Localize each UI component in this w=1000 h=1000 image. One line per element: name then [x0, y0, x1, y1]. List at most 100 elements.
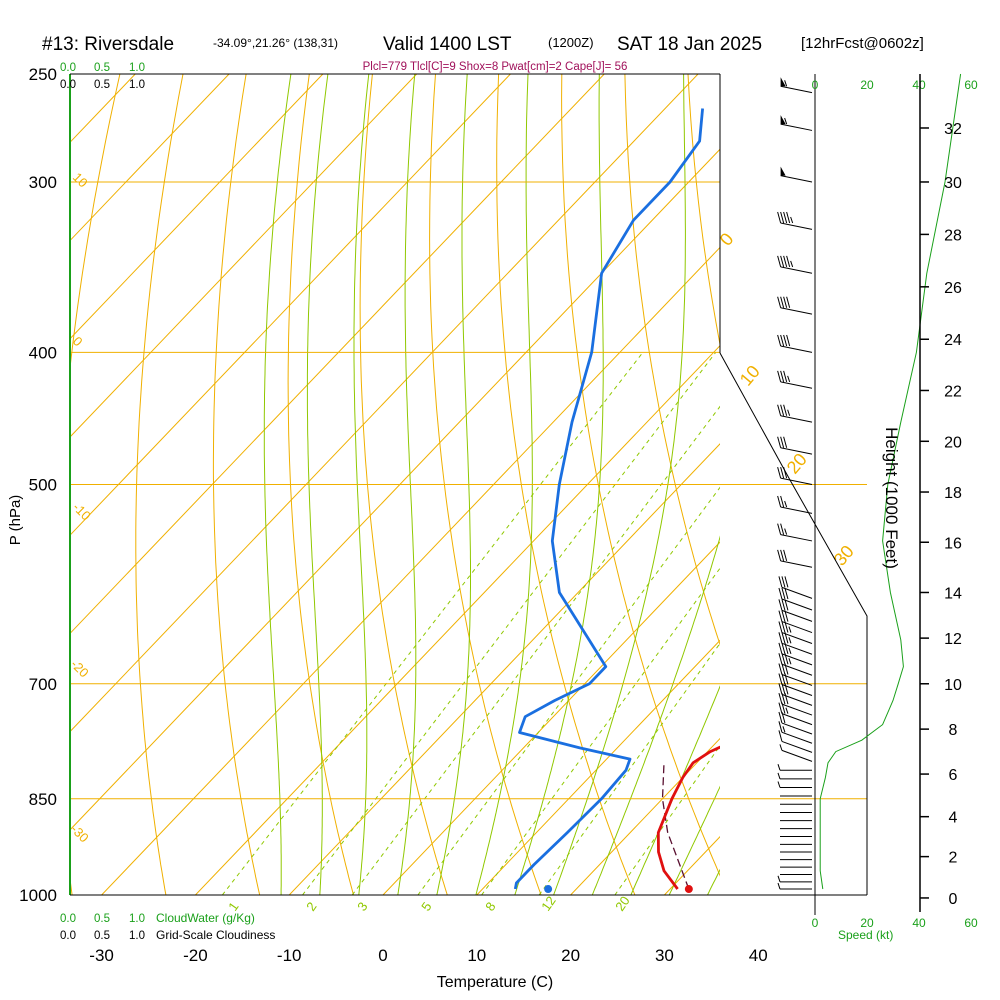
cloud-bottom-green-2: 1.0 — [129, 913, 145, 925]
wind-barb — [778, 610, 813, 634]
moist-adiabat — [475, 74, 533, 895]
wind-barb — [777, 495, 813, 514]
dry-adiabat — [624, 74, 720, 646]
y-axis-label: P (hPa) — [7, 495, 24, 546]
dry-adiabat — [135, 74, 184, 895]
mixing-ratio-line — [538, 642, 720, 895]
wind-barb — [777, 467, 813, 485]
speed-axis-label: Speed (kt) — [838, 928, 893, 942]
cloud-bottom-green-0: 0.0 — [60, 913, 76, 925]
wind-barb — [777, 296, 813, 315]
cloud-top-black-2: 1.0 — [129, 79, 145, 91]
cloud-bottom-black-1: 0.5 — [94, 930, 110, 942]
zulu-time: (1200Z) — [548, 35, 594, 50]
wind-barb — [779, 744, 813, 762]
speed-tick-label: 60 — [964, 916, 978, 930]
speed-tick-label: 20 — [860, 78, 874, 92]
temperature-tick-label: 40 — [749, 946, 768, 965]
wind-barb — [777, 772, 812, 780]
height-tick-label: 14 — [944, 585, 962, 602]
moist-adiabat — [306, 74, 329, 895]
pressure-tick-label: 1000 — [19, 886, 57, 905]
isotherm-label: -20 — [68, 657, 92, 681]
pressure-tick-label: 700 — [29, 675, 57, 694]
mixing-ratio-label: 5 — [418, 899, 434, 914]
speed-tick-label: 20 — [860, 916, 874, 930]
station-title: #13: Riversdale — [42, 34, 174, 55]
mixing-ratio-label: 8 — [482, 899, 498, 914]
height-tick-label: 18 — [944, 485, 962, 502]
isotherm-label: -10 — [70, 500, 94, 524]
thermo-grid — [70, 50, 1000, 924]
height-tick-label: 12 — [944, 631, 962, 648]
wind-barb — [777, 549, 813, 568]
wind-barb — [777, 882, 812, 890]
wind-barb — [777, 436, 813, 455]
temperature-tick-label: -30 — [89, 946, 114, 965]
height-tick-label: 24 — [944, 332, 962, 349]
pressure-tick-label: 850 — [29, 790, 57, 809]
temperature-tick-label: -10 — [277, 946, 302, 965]
isotherm-label: 30 — [830, 541, 858, 569]
wind-barb — [777, 334, 813, 353]
height-tick-label: 28 — [944, 227, 962, 244]
cloud-scale-bottom: 0.0 0.5 1.0 CloudWater (g/Kg) 0.0 0.5 1.… — [60, 911, 275, 942]
temperature-tick-label: -20 — [183, 946, 208, 965]
wind-barb — [777, 523, 813, 542]
dry-adiabat — [70, 74, 121, 895]
wind-barb — [780, 166, 813, 183]
wind-barb — [778, 587, 813, 611]
cloud-top-green-2: 1.0 — [129, 62, 145, 74]
wind-barb — [777, 255, 813, 274]
pressure-tick-label: 250 — [29, 65, 57, 84]
height-tick-label: 26 — [944, 280, 962, 297]
mixing-ratio-line — [221, 352, 644, 895]
mixing-ratio-line — [481, 567, 720, 895]
dry-adiabat — [749, 50, 1000, 924]
moist-adiabat — [591, 535, 720, 895]
isotherm-label: 10 — [70, 170, 91, 191]
temperature-tick-label: 0 — [378, 946, 387, 965]
temperature-tick-label: 10 — [467, 946, 486, 965]
isotherm-label: -30 — [68, 822, 92, 846]
isobars — [70, 73, 867, 896]
wind-barbs — [777, 77, 813, 890]
dry-adiabat — [212, 74, 261, 895]
valid-date: SAT 18 Jan 2025 — [617, 34, 762, 55]
isotherm-line — [70, 74, 324, 340]
speed-tick-label: 0 — [812, 916, 819, 930]
wind-panel — [719, 74, 868, 915]
temperature-tick-label: 30 — [655, 946, 674, 965]
mixing-ratio-label: 20 — [612, 893, 633, 913]
dry-adiabat — [561, 74, 720, 877]
dry-adiabat — [429, 74, 542, 895]
wind-barb — [778, 702, 813, 726]
cloud-bottom-black-2: 1.0 — [129, 930, 145, 942]
wind-barb — [778, 632, 813, 655]
isotherm-label: 0 — [716, 229, 738, 250]
moist-adiabat — [397, 74, 417, 895]
mixing-ratio-label: 12 — [538, 893, 559, 913]
isotherm-line — [382, 541, 720, 895]
wind-barb — [778, 599, 813, 622]
height-tick-label: 8 — [949, 722, 958, 739]
surface-temperature-dot — [684, 885, 693, 894]
mixing-ratio-line — [302, 352, 717, 895]
wind-barb — [777, 211, 813, 230]
cloud-top-black-0: 0.0 — [60, 79, 76, 91]
isotherm-label: 20 — [783, 449, 811, 477]
height-tick-label: 0 — [949, 891, 958, 908]
wind-barb — [778, 721, 813, 744]
speed-tick-label: 60 — [964, 78, 978, 92]
moist-adiabat — [630, 685, 720, 895]
forecast-info: [12hrFcst@0602z] — [801, 35, 924, 52]
temperature-tick-label: 20 — [561, 946, 580, 965]
moist-adiabat — [263, 74, 292, 895]
height-tick-label: 10 — [944, 677, 962, 694]
profiles — [513, 108, 720, 890]
height-tick-label: 20 — [944, 434, 962, 451]
